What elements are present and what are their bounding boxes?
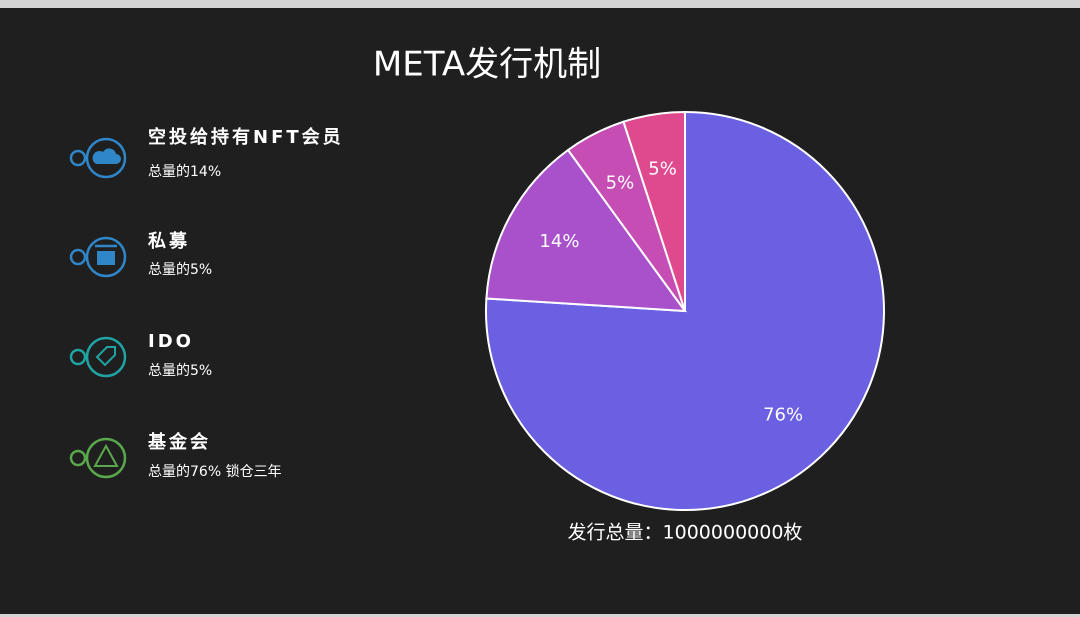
pie-slice — [622, 110, 686, 312]
legend-note: 总量的14% — [148, 164, 221, 180]
legend-icon — [69, 437, 127, 479]
legend-title: 私募 — [148, 231, 190, 252]
pie-slice — [485, 110, 885, 511]
slice-label: 14% — [539, 231, 579, 252]
bottom-bar — [0, 614, 1080, 617]
legend-note: 总量的5% — [148, 262, 212, 278]
legend-note: 总量的76% 锁仓三年 — [148, 464, 282, 480]
legend-note: 总量的5% — [148, 363, 212, 379]
chart-title: META发行机制 — [373, 45, 601, 85]
legend-icon — [69, 236, 127, 278]
pie: 76% 14% 5% 5% — [485, 110, 885, 511]
slice-label: 5% — [606, 172, 635, 193]
legend-title: 空投给持有NFT会员 — [148, 126, 344, 148]
legend-title: 基金会 — [147, 431, 211, 453]
legend-icon — [69, 137, 127, 179]
pie-slice — [485, 148, 688, 313]
total-note: 发行总量：1000000000枚 — [568, 522, 803, 544]
slice-label: 5% — [648, 158, 677, 179]
legend-icon — [69, 336, 127, 378]
top-bar — [0, 0, 1080, 8]
legend-title: IDO — [148, 331, 194, 352]
slice-label: 76% — [763, 404, 803, 425]
